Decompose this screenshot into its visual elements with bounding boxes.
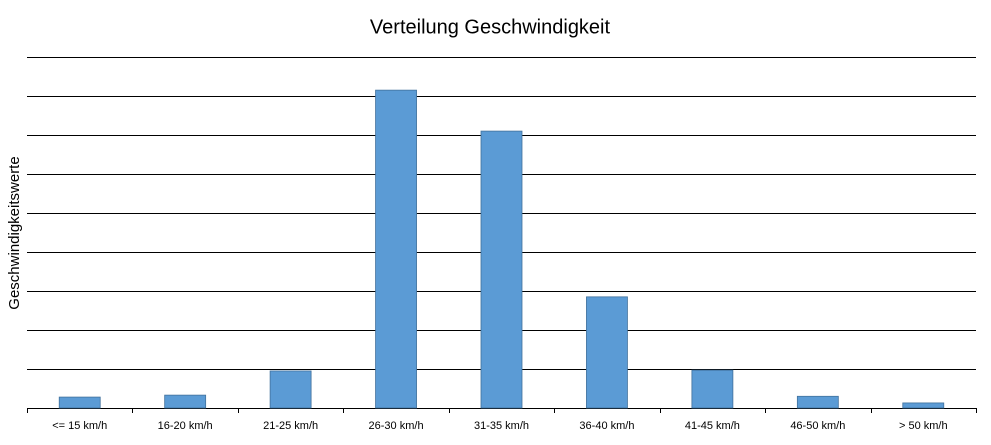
bar <box>58 396 101 409</box>
x-tick-label: 31-35 km/h <box>474 420 529 432</box>
x-tick-label: > 50 km/h <box>899 420 948 432</box>
x-tick-label: <= 15 km/h <box>52 420 107 432</box>
y-axis-label: Geschwindigkeitswerte <box>6 156 23 309</box>
bar <box>164 394 207 409</box>
bar <box>269 370 312 409</box>
x-tick-label: 41-45 km/h <box>685 420 740 432</box>
x-tick-label: 16-20 km/h <box>158 420 213 432</box>
bar <box>586 296 628 409</box>
bar <box>796 395 839 409</box>
bar <box>691 369 734 409</box>
bar <box>375 89 417 409</box>
x-tick-label: 36-40 km/h <box>579 420 634 432</box>
x-tick-label: 21-25 km/h <box>263 420 318 432</box>
x-tick-label: 26-30 km/h <box>369 420 424 432</box>
chart-title: Verteilung Geschwindigkeit <box>370 16 611 38</box>
bar <box>480 130 523 409</box>
x-tick-label: 46-50 km/h <box>790 420 845 432</box>
bar <box>902 402 945 409</box>
